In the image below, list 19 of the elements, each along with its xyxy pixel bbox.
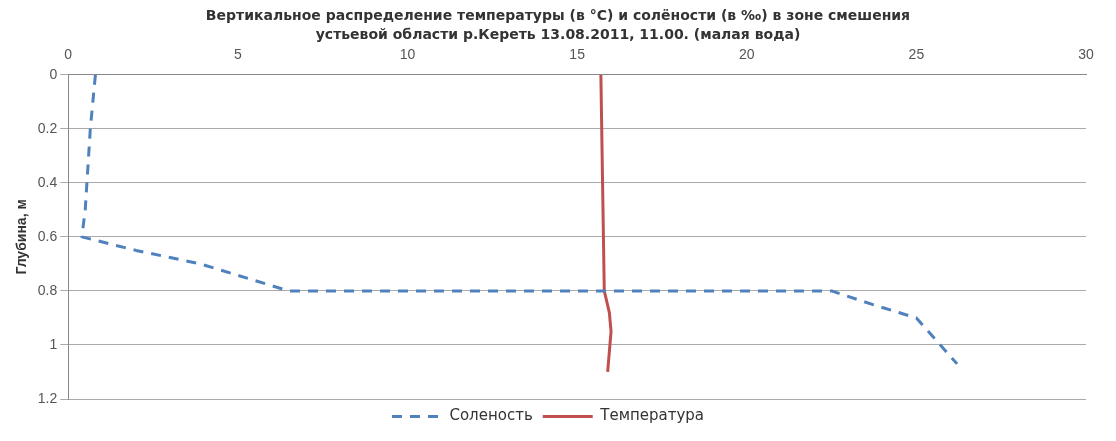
y-tick-label: 0.4 [37, 173, 58, 190]
x-tick-label: 20 [738, 46, 755, 63]
x-tick-label: 25 [908, 46, 925, 63]
line-series [80, 74, 959, 366]
y-tick-label: 0.2 [37, 119, 58, 136]
x-tick-label: 0 [64, 46, 73, 63]
y-axis-title: Глубина, м [13, 198, 30, 275]
y-tick-label: 1 [49, 335, 58, 352]
y-tick-label: 0.6 [37, 227, 58, 244]
y-tick-label: 1.2 [37, 389, 58, 406]
legend-label: Соленость [449, 406, 533, 425]
x-tick-label: 15 [569, 46, 586, 63]
y-tick-label: 0.8 [37, 281, 58, 298]
chart-title: Вертикальное распределение температуры (в °C) и солёности (в ‰) в зоне смешения устьевой области р.Кереть 13.08.2011, 11.00. (малая вода) [204, 6, 912, 44]
x-tick-label: 5 [233, 46, 242, 63]
y-tick-label: 0 [49, 65, 58, 82]
x-tick-label: 10 [399, 46, 416, 63]
x-tick-label: 30 [1078, 46, 1094, 63]
legend-label: Температура [599, 406, 705, 425]
